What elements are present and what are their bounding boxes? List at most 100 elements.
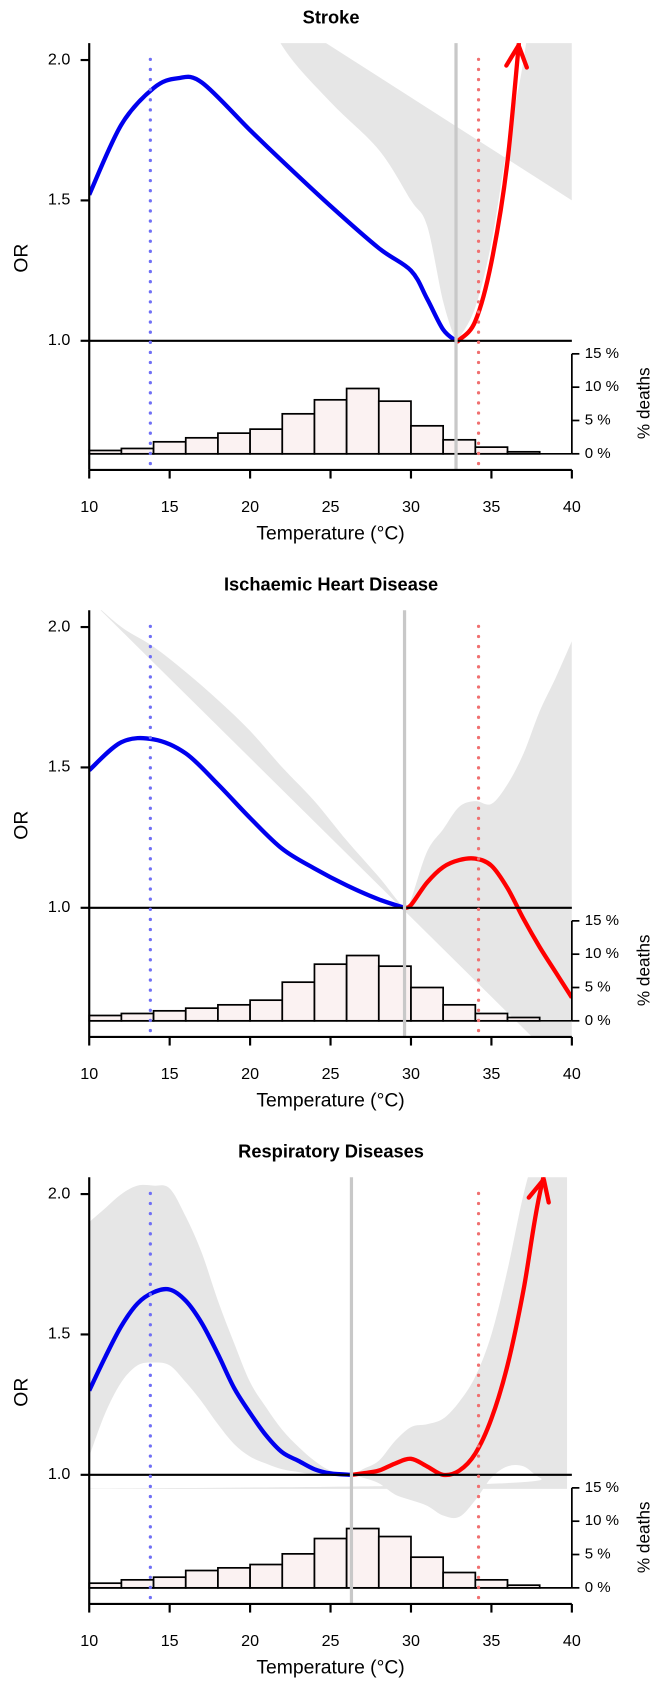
panel-title: Stroke [303, 6, 360, 27]
histogram-bar [249, 999, 284, 1022]
y-tick-label: 1.0 [48, 331, 70, 349]
y2-tick-label: 15 % [585, 912, 619, 929]
x-tick-label: 15 [161, 498, 179, 516]
x-tick-label: 40 [563, 1632, 581, 1650]
y-tick-label: 2.0 [48, 50, 70, 68]
histogram-bar [249, 428, 284, 455]
plot-area [89, 1177, 568, 1519]
arrow-head [526, 1177, 551, 1205]
histogram-bar [410, 986, 445, 1022]
x-tick-label: 10 [80, 1632, 98, 1650]
y2-tick-label: 10 % [585, 1512, 619, 1529]
curve [89, 735, 406, 910]
histogram-bar [184, 436, 219, 455]
histogram-bar [345, 954, 380, 1022]
histogram-bar [249, 1563, 284, 1589]
x-tick-label: 30 [402, 498, 420, 516]
y2-axis-title: % deaths [633, 367, 653, 439]
panel-title: Ischaemic Heart Disease [224, 573, 438, 594]
confidence-band [100, 610, 572, 1037]
curve [89, 74, 458, 343]
x-tick-label: 35 [482, 498, 500, 516]
plot-area [89, 43, 572, 345]
histogram-bar [377, 400, 412, 455]
y2-tick-label: 10 % [585, 945, 619, 962]
histogram-bar [281, 412, 316, 455]
x-tick-label: 20 [241, 1632, 259, 1650]
y-tick-label: 2.0 [48, 1184, 70, 1202]
histogram-bar [410, 1556, 445, 1589]
y2-tick-label: 5 % [585, 978, 611, 995]
y-tick-label: 1.5 [48, 758, 70, 776]
curve [351, 1177, 546, 1478]
histogram-bar [120, 1578, 155, 1589]
y2-axis-title: % deaths [633, 934, 653, 1006]
x-tick-label: 20 [241, 1065, 259, 1083]
histogram-bar [152, 440, 187, 455]
confidence-band [89, 1177, 568, 1519]
y-axis-title: OR [11, 244, 33, 273]
y-tick-label: 1.5 [48, 1325, 70, 1343]
histogram-bar [281, 1552, 316, 1589]
histogram-bar [217, 1003, 251, 1022]
curve [89, 1286, 352, 1477]
x-tick-label: 25 [322, 498, 340, 516]
y2-tick-label: 0 % [585, 1012, 611, 1029]
y2-tick-label: 5 % [585, 1545, 611, 1562]
y2-axis-title: % deaths [633, 1501, 653, 1573]
x-tick-label: 40 [563, 498, 581, 516]
y2-tick-label: 15 % [585, 345, 619, 362]
curve [403, 856, 572, 999]
x-tick-label: 25 [322, 1632, 340, 1650]
histogram-bar [442, 438, 477, 455]
histogram-bar [442, 1003, 477, 1022]
y2-tick-label: 0 % [585, 1579, 611, 1596]
histogram-bar [474, 1012, 509, 1022]
histogram-bar [281, 981, 316, 1022]
histogram-bar [152, 1576, 187, 1589]
x-axis-title: Temperature (°C) [256, 1090, 404, 1112]
histogram-bar [474, 446, 509, 455]
x-tick-label: 10 [80, 498, 98, 516]
y-tick-label: 1.0 [48, 898, 70, 916]
y-axis-title: OR [11, 1378, 33, 1407]
histogram-bar [377, 1535, 412, 1589]
y2-tick-label: 10 % [585, 378, 619, 395]
histogram-bar [184, 1007, 219, 1022]
histogram-bar [217, 1566, 251, 1589]
histogram-bar [120, 1012, 155, 1022]
x-tick-label: 35 [482, 1632, 500, 1650]
histogram-bar [313, 398, 348, 455]
x-tick-label: 20 [241, 498, 259, 516]
x-tick-label: 25 [322, 1065, 340, 1083]
x-axis-title: Temperature (°C) [256, 523, 404, 545]
y2-tick-label: 5 % [585, 411, 611, 428]
histogram-bar [345, 387, 380, 455]
histogram-bar [184, 1569, 219, 1589]
y-tick-label: 1.5 [48, 191, 70, 209]
y-tick-label: 1.0 [48, 1465, 70, 1483]
x-tick-label: 40 [563, 1065, 581, 1083]
x-tick-label: 30 [402, 1065, 420, 1083]
histogram-bar [410, 424, 445, 455]
x-tick-label: 15 [161, 1065, 179, 1083]
panel-title: Respiratory Diseases [238, 1140, 424, 1161]
y-axis-title: OR [11, 811, 33, 840]
plot-area [89, 610, 572, 1037]
histogram-bar [474, 1578, 509, 1589]
histogram-bar [152, 1009, 187, 1022]
x-tick-label: 30 [402, 1632, 420, 1650]
confidence-band [280, 43, 572, 345]
histogram-bar [442, 1571, 477, 1589]
x-tick-label: 10 [80, 1065, 98, 1083]
arrow-head [504, 43, 529, 70]
y-tick-label: 2.0 [48, 617, 70, 635]
y2-tick-label: 0 % [585, 445, 611, 462]
histogram-bar [313, 963, 348, 1022]
x-tick-label: 15 [161, 1632, 179, 1650]
x-axis-title: Temperature (°C) [256, 1657, 404, 1679]
x-tick-label: 35 [482, 1065, 500, 1083]
y2-tick-label: 15 % [585, 1479, 619, 1496]
